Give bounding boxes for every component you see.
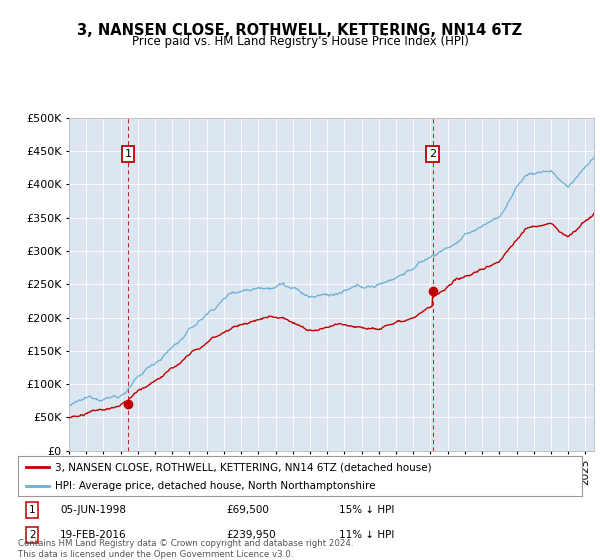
Text: 3, NANSEN CLOSE, ROTHWELL, KETTERING, NN14 6TZ (detached house): 3, NANSEN CLOSE, ROTHWELL, KETTERING, NN… xyxy=(55,463,431,473)
Text: 2: 2 xyxy=(429,150,436,159)
Text: 1: 1 xyxy=(29,505,35,515)
Text: HPI: Average price, detached house, North Northamptonshire: HPI: Average price, detached house, Nort… xyxy=(55,481,375,491)
Text: 2: 2 xyxy=(29,530,35,540)
Text: Price paid vs. HM Land Registry's House Price Index (HPI): Price paid vs. HM Land Registry's House … xyxy=(131,35,469,49)
Text: £69,500: £69,500 xyxy=(227,505,269,515)
Text: 05-JUN-1998: 05-JUN-1998 xyxy=(60,505,127,515)
Text: 19-FEB-2016: 19-FEB-2016 xyxy=(60,530,127,540)
Text: 11% ↓ HPI: 11% ↓ HPI xyxy=(340,530,395,540)
Text: 3, NANSEN CLOSE, ROTHWELL, KETTERING, NN14 6TZ: 3, NANSEN CLOSE, ROTHWELL, KETTERING, NN… xyxy=(77,24,523,38)
Text: 1: 1 xyxy=(124,150,131,159)
Text: 15% ↓ HPI: 15% ↓ HPI xyxy=(340,505,395,515)
Text: £239,950: £239,950 xyxy=(227,530,277,540)
Text: Contains HM Land Registry data © Crown copyright and database right 2024.
This d: Contains HM Land Registry data © Crown c… xyxy=(18,539,353,559)
